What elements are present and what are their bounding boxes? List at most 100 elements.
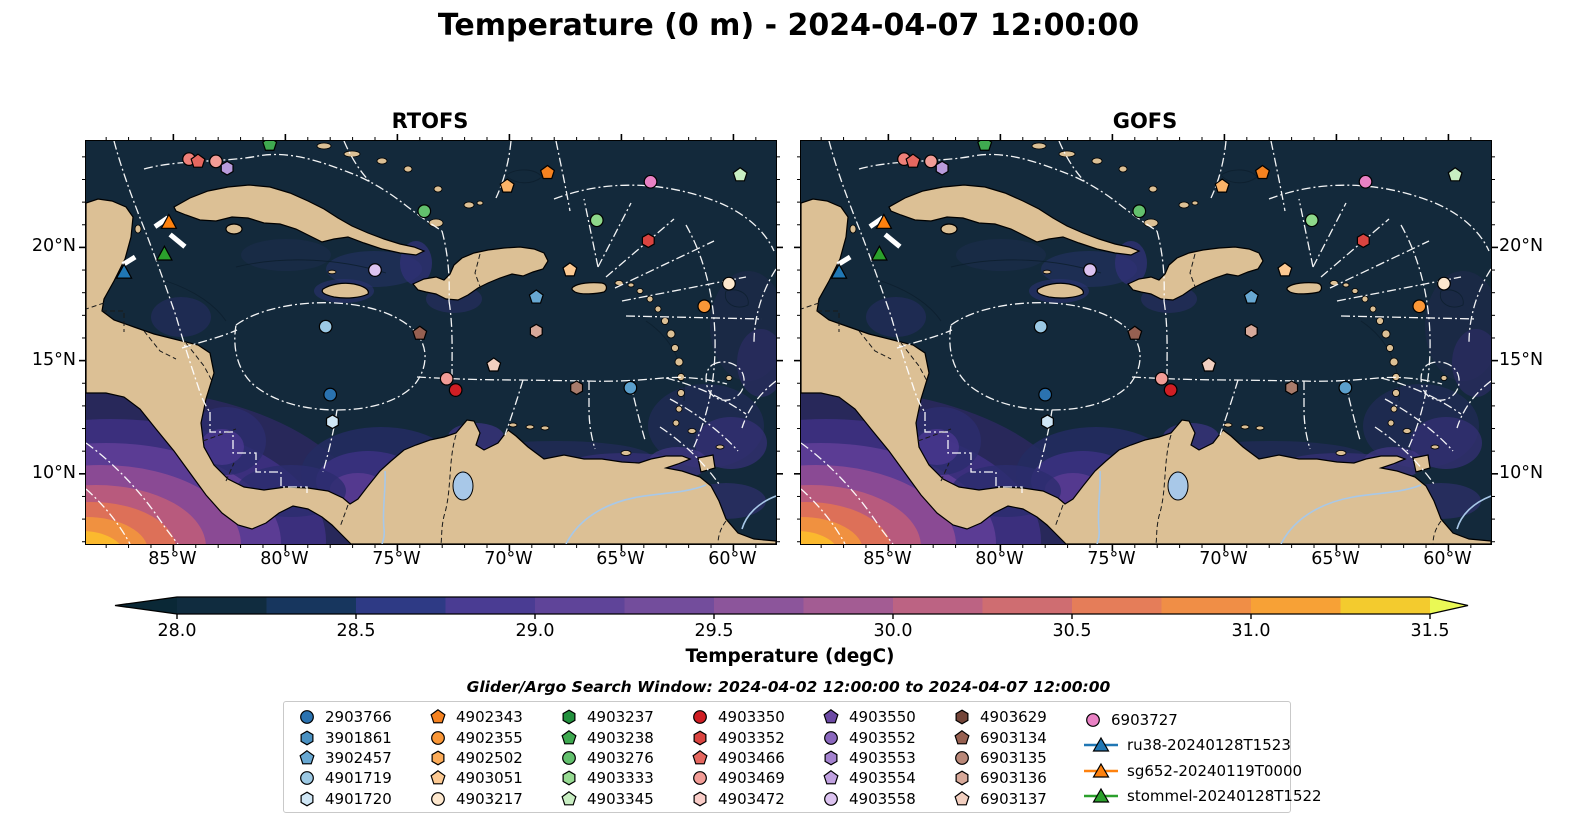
x-tick-label: 80°W [260, 549, 309, 569]
legend-label: 2903766 [325, 708, 392, 727]
legend-item: 4903345 [560, 789, 691, 809]
argo-marker [1154, 371, 1169, 386]
circle-legend-icon [431, 791, 445, 806]
map-rtofs [85, 134, 777, 545]
legend-item: 4903333 [560, 768, 691, 788]
glider-track [153, 215, 170, 229]
x-tick-label: 85°W [148, 549, 197, 569]
colorbar-segment [177, 597, 268, 614]
circle-legend-icon [824, 730, 838, 745]
argo-marker [1127, 325, 1143, 340]
colorbar-tick-label: 31.0 [1231, 621, 1271, 641]
legend-column: 2903766 3901861 3902457 4901719 4901720 [298, 707, 429, 809]
legend-item: 6903727 [1084, 710, 1322, 730]
hexagon-legend-icon [562, 770, 576, 786]
argo-marker [1038, 387, 1053, 402]
legend-item: 4903472 [691, 789, 822, 809]
hexagon-legend-icon [431, 750, 445, 766]
legend-label: 4903558 [849, 789, 916, 808]
circle-legend-icon [431, 791, 445, 806]
argo-marker [641, 233, 655, 249]
colorbar-tick-label: 28.0 [157, 621, 197, 641]
legend-label: stommel-20240128T1522 [1127, 787, 1322, 806]
argo-marker [539, 164, 556, 180]
x-tick-label: 70°W [1199, 549, 1248, 569]
x-tick-label: 65°W [596, 549, 645, 569]
legend-label: 4901720 [325, 789, 392, 808]
glider-legend-icon [1084, 762, 1118, 778]
legend-item: 4903352 [691, 727, 822, 747]
argo-marker [368, 263, 382, 277]
circle-legend-icon [693, 771, 707, 786]
legend-item: 4901719 [298, 768, 429, 788]
colorbar-tick-label: 29.0 [515, 621, 555, 641]
circle-legend-icon [431, 730, 445, 745]
circle-legend-icon [693, 710, 707, 725]
argo-marker [722, 276, 736, 291]
legend-item: 2903766 [298, 707, 429, 727]
glider-track [836, 254, 852, 267]
legend-item: 4903558 [822, 789, 953, 809]
legend-label: 3901861 [325, 728, 392, 747]
glider-track [868, 215, 885, 229]
circle-legend-icon [693, 710, 707, 725]
legend-item: 6903137 [953, 789, 1084, 809]
argo-marker [209, 154, 223, 169]
colorbar-under-arrow [115, 597, 177, 614]
argo-marker [190, 153, 206, 168]
pentagon-legend-icon [823, 709, 839, 724]
map-gofs [800, 134, 1492, 545]
legend-item: 4903553 [822, 748, 953, 768]
legend-column: 4903350 4903352 4903466 4903469 4903472 [691, 707, 822, 809]
colorbar-label: Temperature (degC) [685, 646, 895, 667]
legend-label: sg652-20240119T0000 [1127, 761, 1303, 780]
hexagon-legend-icon [824, 750, 838, 766]
hexagon-legend-icon [562, 709, 576, 725]
argo-marker [977, 141, 993, 151]
glider-marker [830, 263, 848, 279]
marker-layer [115, 141, 748, 430]
hexagon-legend-icon [300, 730, 314, 746]
legend-item: 4903051 [429, 768, 560, 788]
legend-item: 6903134 [953, 727, 1084, 747]
legend-label: ru38-20240128T1523 [1127, 736, 1291, 755]
argo-marker [623, 380, 638, 395]
legend-item: 3901861 [298, 727, 429, 747]
argo-marker [1033, 319, 1048, 334]
legend-item: 4903554 [822, 768, 953, 788]
hexagon-legend-icon [693, 730, 707, 746]
circle-legend-icon [562, 751, 576, 765]
argo-marker [323, 387, 338, 402]
legend-label: 4903553 [849, 748, 916, 767]
glider-marker [160, 213, 178, 229]
colorbar-segment [803, 597, 894, 614]
hexagon-legend-icon [824, 750, 838, 766]
legend-item: 4903276 [560, 748, 691, 768]
circle-legend-icon [693, 771, 707, 786]
colorbar-segment [1251, 597, 1342, 614]
hexagon-legend-icon [955, 770, 969, 786]
colorbar-segment [1072, 597, 1163, 614]
hexagon-legend-icon [562, 770, 576, 786]
glider-track [168, 232, 187, 249]
circle-legend-icon [1086, 712, 1100, 727]
argo-marker [439, 371, 454, 386]
argo-marker [1243, 289, 1259, 304]
glider-track [883, 232, 902, 249]
y-tick-label: 10°N [1499, 462, 1544, 483]
hexagon-legend-icon [955, 770, 969, 786]
legend-label: 4903345 [587, 789, 654, 808]
hexagon-legend-icon [300, 791, 314, 807]
pentagon-legend-icon [430, 770, 446, 785]
y-tick-label: 15°N [31, 349, 76, 370]
argo-marker [589, 213, 604, 228]
argo-marker [262, 141, 278, 151]
pentagon-legend-icon [954, 790, 970, 806]
legend-column: 4903629 6903134 6903135 6903136 6903137 [953, 707, 1084, 809]
legend-label: 4903051 [456, 769, 523, 788]
argo-marker [1437, 276, 1451, 291]
argo-marker [417, 204, 432, 219]
legend-label: 4903469 [718, 769, 785, 788]
hexagon-legend-icon [693, 791, 707, 807]
x-tick-label: 75°W [372, 549, 421, 569]
